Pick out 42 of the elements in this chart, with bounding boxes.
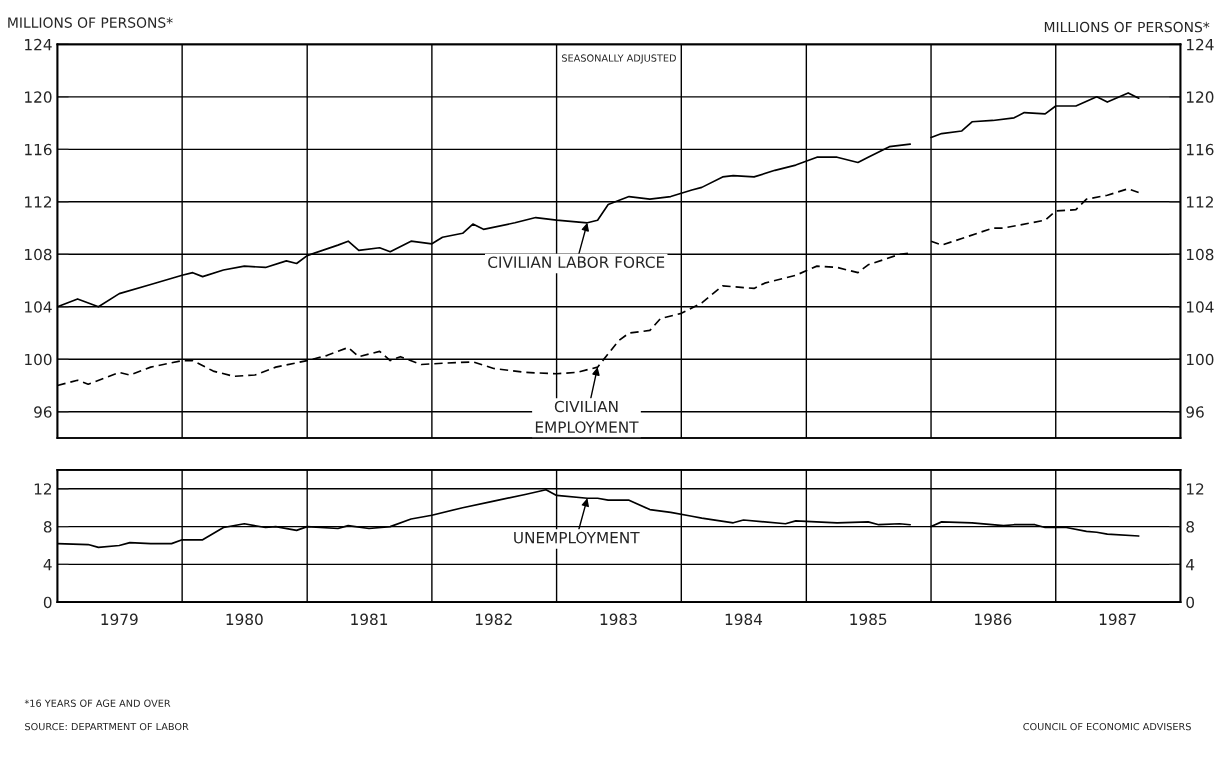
text: COUNCIL OF ECONOMIC ADVISERS [1023,722,1191,731]
y-tick-label: 12 [34,483,52,495]
annotation: UNEMPLOYMENT [514,531,640,544]
y2-tick-label: 0 [1186,596,1195,609]
y-tick-label: 108 [25,248,52,261]
text: *16 YEARS OF AGE AND OVER [24,699,171,707]
y2-tick-label: 120 [1186,91,1214,103]
y-tick-label: 8 [43,521,52,533]
y-tick-label: 116 [25,143,52,156]
text: SEASONALLY ADJUSTED [562,54,676,64]
x-tick-label: 1985 [850,613,887,626]
x-tick-label: 1979 [101,613,138,626]
y-tick-label: 120 [25,91,52,103]
y-tick-label: 124 [25,38,52,51]
x-tick-label: 1983 [600,613,637,626]
y2-tick-label: 112 [1186,196,1213,208]
source-note: SOURCE: DEPARTMENT OF LABOR [25,722,189,731]
x-tick-label: 1982 [475,613,512,626]
y-tick-label: 104 [25,301,52,313]
x-tick-label: 1981 [351,613,388,626]
y2-tick-label: 100 [1186,353,1214,366]
y-tick-label: 0 [43,596,52,609]
y-tick-label: 112 [25,196,52,208]
y-tick-label: 96 [34,406,52,418]
annotation: CIVILIAN EMPLOYMENT [535,400,639,433]
y2-tick-label: 8 [1186,521,1194,533]
y2-axis-title: MILLIONS OF PERSONS* [1044,21,1210,33]
y2-tick-label: 12 [1186,483,1204,495]
y2-tick-label: 116 [1186,143,1214,156]
y2-tick-label: 108 [1186,248,1214,261]
x-tick-label: 1980 [226,613,263,626]
y-tick-label: 100 [25,353,52,366]
y2-tick-label: 104 [1186,301,1214,313]
y2-tick-label: 4 [1186,559,1195,571]
y2-tick-label: 124 [1186,38,1214,51]
y-axis-title: MILLIONS OF PERSONS* [8,17,173,28]
x-tick-label: 1986 [975,613,1012,626]
x-tick-label: 1984 [725,613,763,626]
y2-tick-label: 96 [1186,406,1204,418]
y-tick-label: 4 [43,559,52,571]
annotation: CIVILIAN LABOR FORCE [488,256,665,268]
x-tick-label: 1987 [1099,613,1136,626]
